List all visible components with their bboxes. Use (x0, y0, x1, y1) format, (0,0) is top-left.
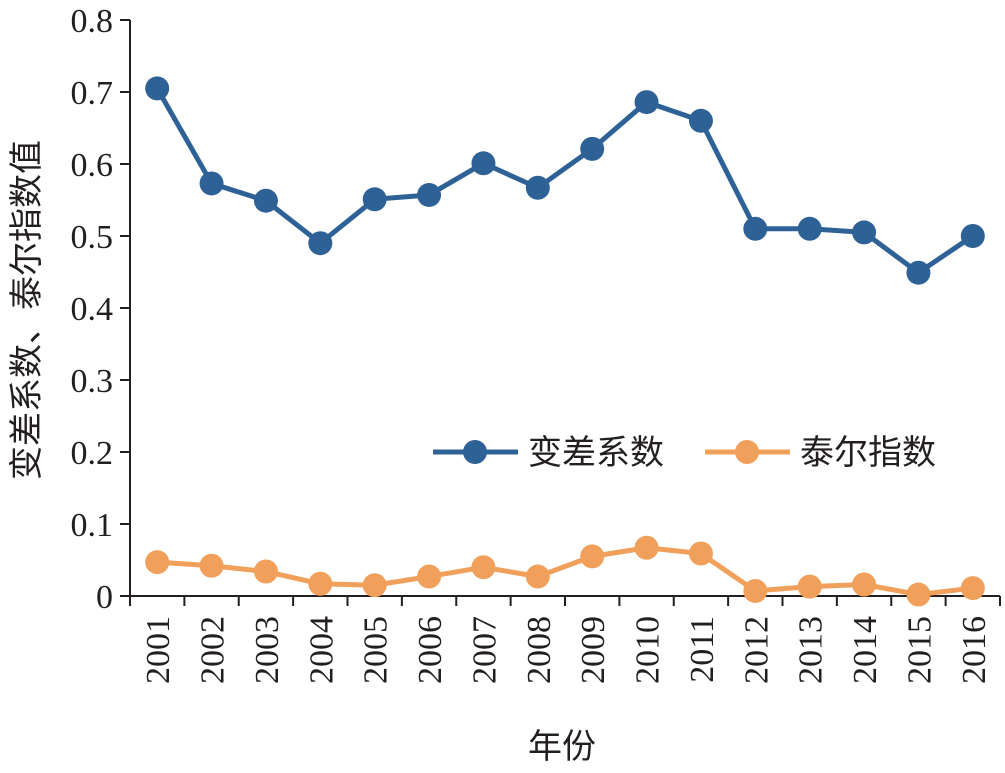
data-point (417, 182, 442, 207)
y-tick-label: 0.8 (71, 3, 114, 40)
x-tick-label: 2006 (412, 616, 449, 684)
legend: 变差系数 泰尔指数 (433, 433, 936, 473)
data-point (525, 564, 550, 589)
series-2 (145, 535, 985, 607)
x-tick-label: 2013 (793, 616, 830, 684)
data-point (580, 544, 605, 569)
data-point (362, 573, 387, 598)
series-line (155, 87, 975, 276)
data-point (199, 171, 224, 196)
series-line (157, 545, 974, 598)
data-point (852, 572, 877, 597)
x-tick-label: 2011 (684, 616, 721, 683)
y-tick-label: 0.2 (71, 435, 114, 472)
x-axis-title: 年份 (528, 727, 596, 767)
data-point (688, 541, 713, 566)
x-tick-label: 2008 (521, 616, 558, 684)
y-axis-title: 变差系数、泰尔指数值 (7, 140, 47, 480)
data-point (852, 220, 877, 245)
legend-label: 泰尔指数 (800, 433, 936, 473)
data-point (580, 136, 605, 161)
data-point (362, 187, 387, 212)
data-point (308, 571, 333, 596)
x-tick-label: 2002 (195, 616, 232, 684)
data-point (253, 559, 278, 584)
x-tick-label: 2014 (847, 616, 884, 684)
data-point (743, 578, 768, 603)
data-point (253, 188, 278, 213)
data-point (960, 224, 985, 248)
legend-item-1: 变差系数 (433, 433, 664, 473)
y-axis: 0 0.1 0.2 0.3 0.4 0.5 0.6 0.7 0.8 (71, 3, 131, 616)
y-tick-label: 0.4 (71, 291, 114, 328)
x-tick-label: 2001 (140, 616, 177, 684)
x-tick-label: 2015 (901, 616, 938, 684)
legend-marker (735, 440, 759, 464)
y-tick-label: 0.1 (71, 507, 114, 544)
data-point (797, 216, 822, 241)
x-tick-label: 2005 (358, 616, 395, 684)
data-point (525, 175, 550, 200)
x-tick-label: 2016 (956, 616, 993, 684)
y-tick-label: 0.5 (71, 219, 114, 256)
data-point (743, 216, 768, 241)
y-tick-label: 0.7 (71, 75, 114, 112)
y-tick-label: 0.6 (71, 147, 114, 184)
data-point (145, 76, 170, 101)
data-point (199, 553, 224, 578)
legend-marker (463, 440, 487, 464)
x-tick-label: 2009 (575, 616, 612, 684)
legend-label: 变差系数 (528, 433, 664, 473)
data-point (634, 535, 659, 560)
series-layer (145, 76, 985, 607)
x-tick-label: 2004 (303, 616, 340, 684)
data-point (960, 576, 985, 601)
y-tick-label: 0.3 (71, 363, 114, 400)
data-point (634, 90, 659, 115)
legend-item-2: 泰尔指数 (705, 433, 936, 473)
data-point (417, 564, 442, 589)
x-tick-label: 2012 (738, 616, 775, 684)
data-point (471, 555, 496, 580)
x-tick-label: 2007 (466, 616, 503, 684)
data-point (906, 260, 931, 285)
data-point (797, 574, 822, 599)
x-tick-label: 2003 (249, 616, 286, 684)
y-tick-label: 0 (96, 579, 113, 616)
x-tick-label: 2010 (630, 616, 667, 684)
data-point (471, 151, 496, 176)
series-1 (145, 76, 985, 285)
data-point (145, 550, 170, 575)
data-point (906, 582, 931, 607)
x-axis: 2001 2002 2003 2004 2005 2006 2007 2008 2009 2010… (129, 595, 1001, 684)
data-point (308, 231, 333, 256)
data-point (688, 108, 713, 133)
